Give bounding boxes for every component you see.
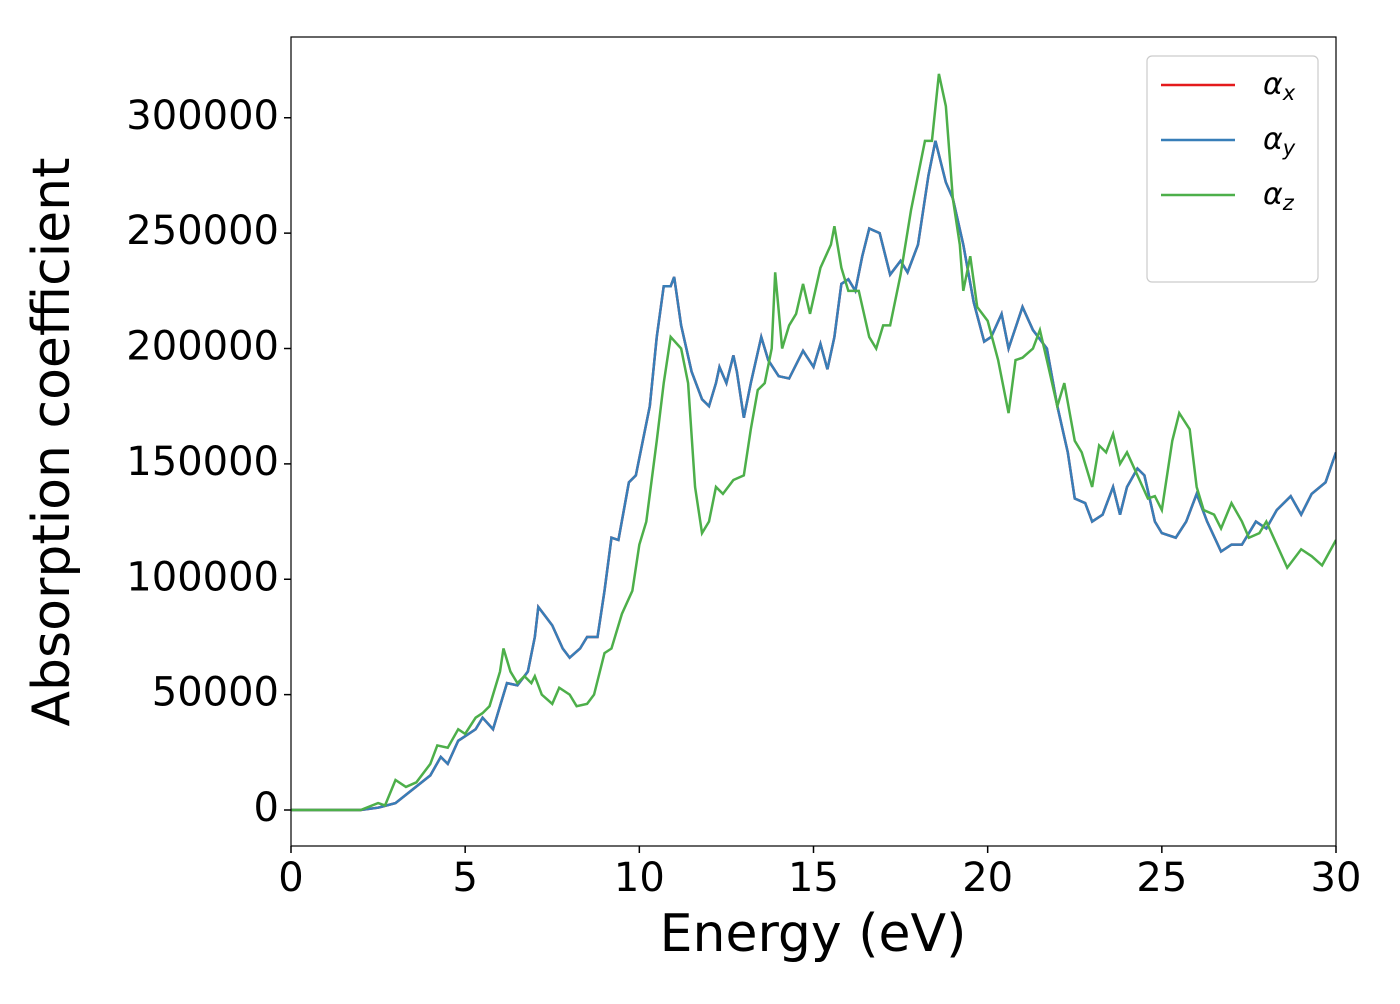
plot-frame <box>290 36 1337 847</box>
y-tick-label: 250000 <box>126 208 279 254</box>
x-tick-label: 0 <box>278 855 303 901</box>
x-tick-label: 30 <box>1311 855 1362 901</box>
y-tick-label: 0 <box>254 785 279 831</box>
series-line <box>291 140 1336 812</box>
x-tick-label: 10 <box>614 855 665 901</box>
x-tick-label: 5 <box>452 855 477 901</box>
y-axis-label: Absorption coefficient <box>22 157 82 726</box>
y-tick-label: 200000 <box>126 324 279 370</box>
x-tick-label: 15 <box>788 855 839 901</box>
legend-label: αy <box>1263 122 1296 161</box>
legend-box <box>1146 55 1319 283</box>
x-axis-label: Energy (eV) <box>660 904 967 964</box>
series-line <box>291 73 1336 812</box>
x-tick-label: 20 <box>962 855 1013 901</box>
y-tick-label: 300000 <box>126 93 279 139</box>
legend-label: αz <box>1263 177 1295 216</box>
legend-label: αx <box>1263 67 1296 106</box>
x-tick-label: 25 <box>1136 855 1187 901</box>
y-tick-label: 50000 <box>152 670 279 716</box>
y-tick-label: 150000 <box>126 439 279 485</box>
y-tick-label: 100000 <box>126 554 279 600</box>
